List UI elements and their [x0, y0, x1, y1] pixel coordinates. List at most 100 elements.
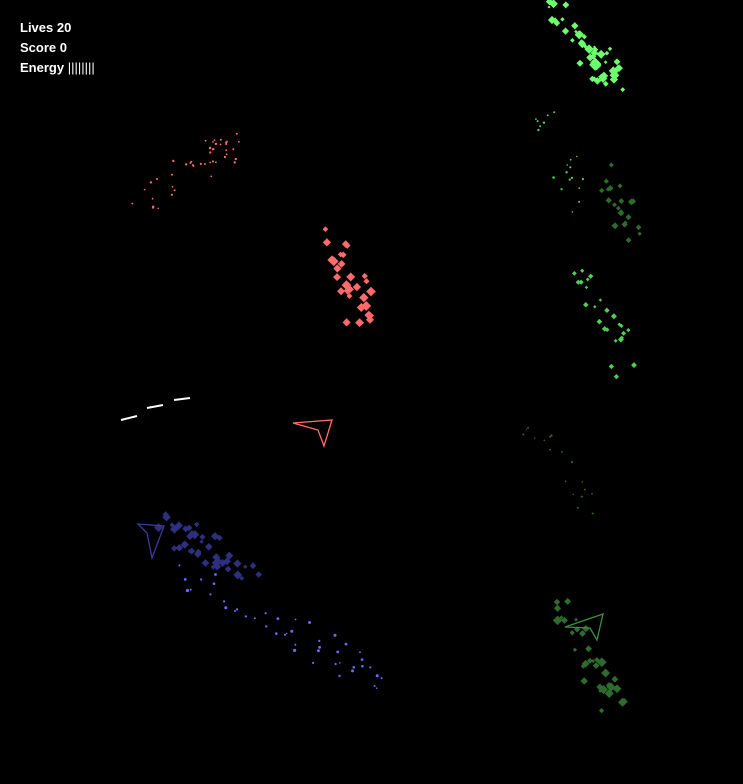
particle [210, 175, 213, 178]
particle [626, 327, 631, 333]
particle [587, 657, 593, 664]
particle [571, 211, 574, 213]
particle [199, 162, 202, 165]
particle [598, 707, 605, 714]
particle [149, 181, 153, 184]
particle [209, 151, 212, 154]
particle [156, 178, 158, 180]
particle [584, 488, 586, 491]
particle [342, 318, 351, 327]
particle [606, 682, 616, 692]
particle [535, 118, 537, 120]
particle [294, 643, 297, 646]
particle [234, 157, 237, 161]
particle [243, 564, 248, 570]
particle [318, 645, 321, 649]
energy-bar: |||||||| [67, 60, 95, 75]
particle [189, 162, 192, 164]
particle [223, 155, 226, 159]
enemy-ship-blue[interactable] [136, 523, 165, 561]
particle [312, 661, 315, 665]
particle [209, 593, 212, 596]
particle [522, 433, 525, 436]
particle [203, 163, 206, 165]
particle [334, 662, 337, 666]
particle [360, 658, 364, 661]
particle [578, 279, 584, 285]
particle [560, 188, 563, 191]
particle [602, 80, 609, 87]
particle [553, 598, 561, 606]
particle [611, 222, 619, 230]
particle [591, 62, 599, 70]
score-label: Score [20, 40, 57, 55]
particle [283, 633, 286, 636]
particle [293, 648, 297, 653]
particle [204, 542, 213, 551]
particle [352, 282, 362, 292]
particle [581, 178, 585, 181]
particle [275, 632, 278, 635]
particle [580, 268, 585, 273]
particle [598, 685, 609, 695]
particle [565, 171, 568, 174]
particle [172, 159, 175, 163]
lives-readout: Lives 20 [20, 18, 95, 38]
particle [346, 293, 353, 299]
particle [346, 272, 356, 282]
particle [591, 512, 594, 515]
particle [290, 629, 294, 633]
particle [527, 426, 529, 429]
particle [223, 600, 226, 603]
particle [373, 684, 376, 687]
particle [265, 625, 268, 628]
particle [285, 632, 288, 635]
particle [635, 224, 642, 231]
particle [225, 141, 227, 144]
particle [185, 163, 188, 166]
particle [318, 639, 321, 643]
particle [235, 132, 238, 135]
particle [569, 166, 572, 169]
particle [625, 214, 632, 221]
particle [380, 677, 383, 680]
particle [598, 298, 603, 302]
player-ship[interactable] [292, 419, 333, 449]
particle [341, 240, 350, 248]
particle [553, 111, 556, 114]
particle [333, 633, 337, 637]
particle [264, 612, 267, 615]
particle [143, 188, 146, 191]
particle [608, 363, 615, 370]
particle [192, 165, 195, 168]
particle [547, 5, 551, 9]
particle [564, 597, 572, 605]
particle [194, 521, 200, 528]
particle [562, 1, 570, 9]
particle [276, 617, 280, 620]
particle [609, 690, 614, 695]
particle [619, 323, 624, 329]
particle [536, 120, 539, 123]
particle [576, 155, 578, 158]
enemy-ship-green[interactable] [564, 613, 604, 642]
particle [361, 272, 368, 280]
particle [337, 251, 344, 258]
particle [211, 160, 215, 163]
particle [322, 226, 329, 233]
particle [209, 161, 212, 164]
particle [224, 606, 228, 610]
particle [183, 578, 187, 581]
particle [175, 543, 184, 552]
particle [157, 207, 159, 210]
particle [233, 161, 236, 164]
particle [542, 121, 546, 124]
particle [338, 674, 341, 678]
particle [603, 178, 609, 184]
particle [209, 146, 212, 149]
particle [574, 617, 578, 622]
energy-label: Energy [20, 60, 65, 75]
particle [316, 649, 320, 653]
